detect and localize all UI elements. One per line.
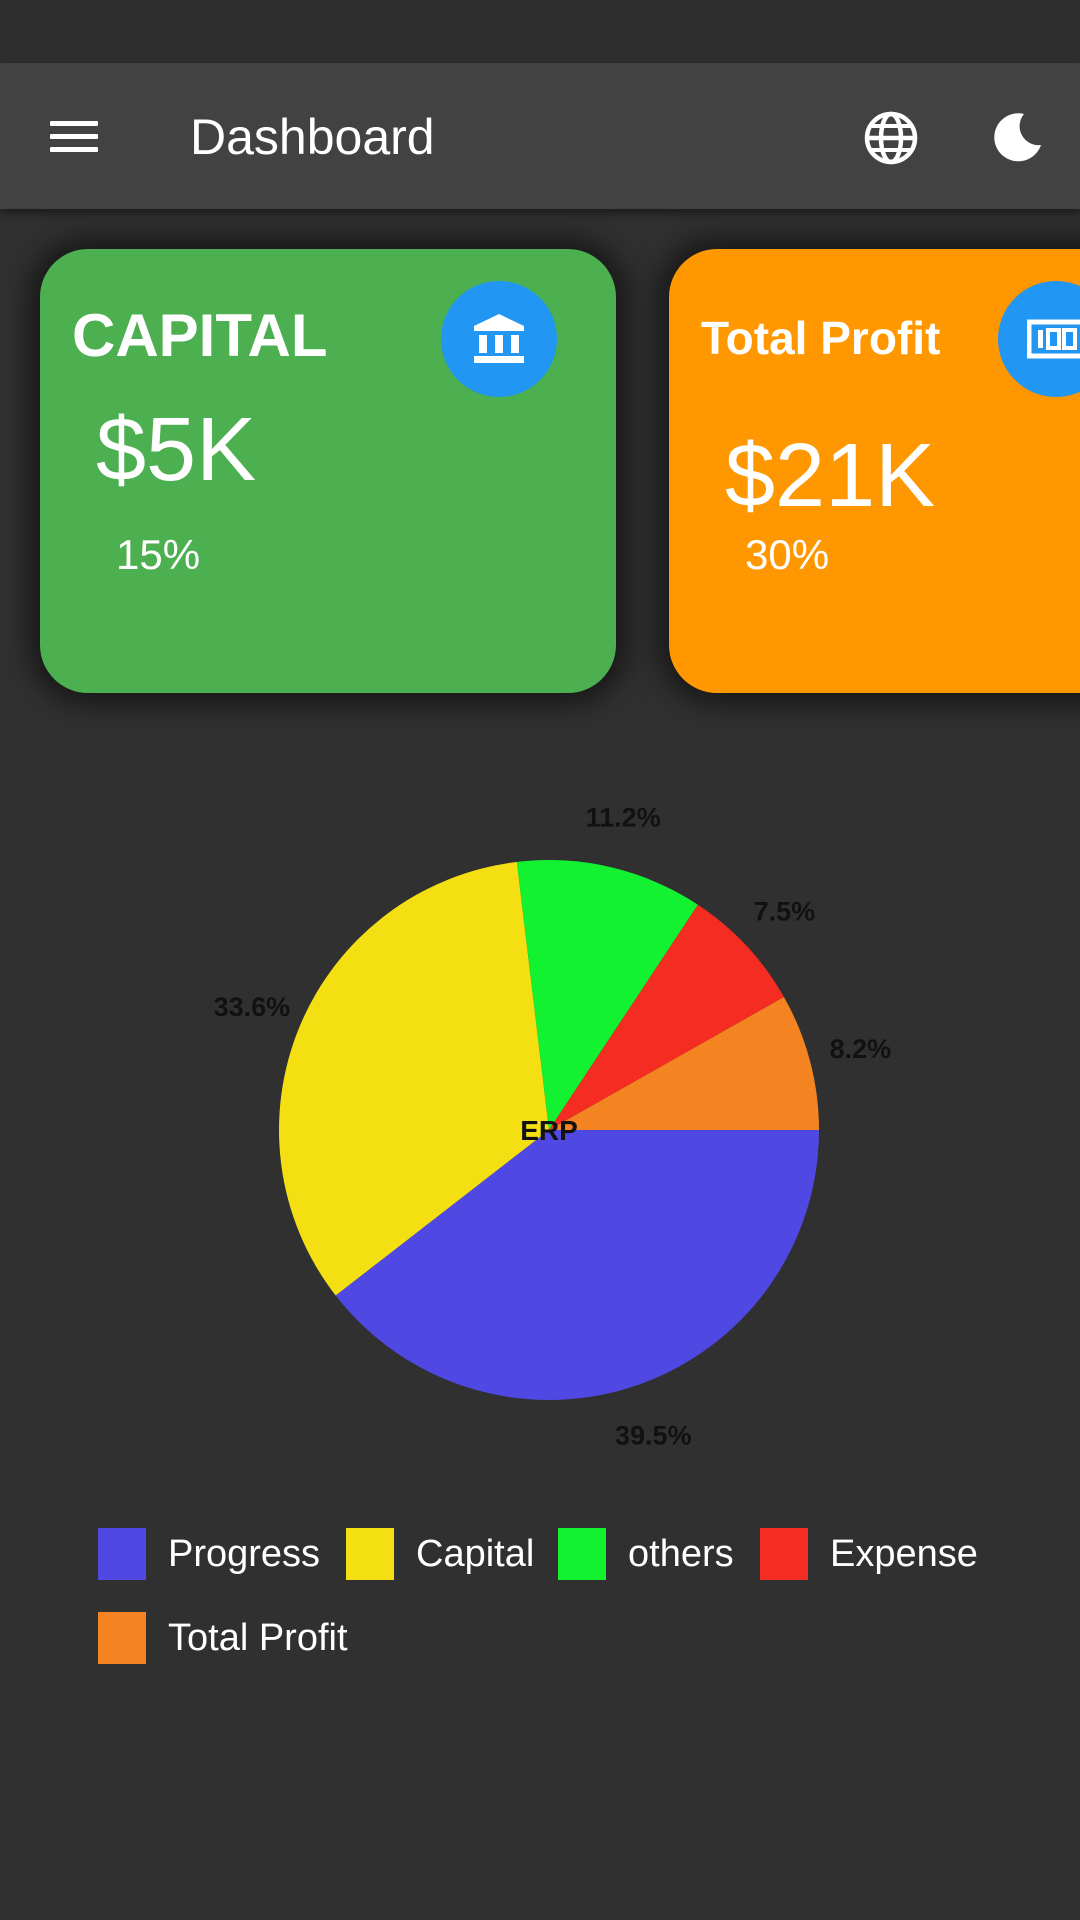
legend-swatch bbox=[346, 1528, 394, 1580]
app-bar: Dashboard bbox=[0, 63, 1080, 209]
card-percent: 15% bbox=[116, 531, 201, 578]
legend-label: Total Profit bbox=[168, 1617, 348, 1659]
pie-slice-others[interactable] bbox=[516, 860, 698, 1130]
total-profit-card[interactable]: Total Profit $21K 30% bbox=[669, 249, 1080, 693]
pie-data-label: 33.6% bbox=[214, 992, 291, 1022]
legend-label: others bbox=[628, 1533, 734, 1575]
legend-label: Capital bbox=[416, 1533, 535, 1575]
pie-center-label: ERP bbox=[520, 1115, 578, 1146]
legend-swatch bbox=[760, 1528, 808, 1580]
status-bar bbox=[0, 0, 1080, 63]
hamburger-menu-icon[interactable] bbox=[38, 103, 108, 169]
globe-icon[interactable] bbox=[858, 105, 924, 171]
legend-swatch bbox=[98, 1612, 146, 1664]
card-title: Total Profit bbox=[701, 312, 941, 364]
pie-data-label: 11.2% bbox=[586, 803, 661, 833]
counter-icon bbox=[998, 281, 1080, 397]
card-percent: 30% bbox=[745, 531, 830, 578]
pie-slice-capital[interactable] bbox=[278, 861, 549, 1296]
pie-data-label: 8.2% bbox=[830, 1034, 892, 1064]
pie-data-label: 7.5% bbox=[754, 896, 816, 926]
card-value: $21K bbox=[725, 426, 936, 526]
moon-icon[interactable] bbox=[984, 105, 1050, 171]
legend-swatch bbox=[98, 1528, 146, 1580]
capital-card[interactable]: CAPITAL $5K 15% bbox=[40, 249, 616, 693]
card-title: CAPITAL bbox=[72, 302, 328, 369]
legend-swatch bbox=[558, 1528, 606, 1580]
pie-slice-expense[interactable] bbox=[549, 904, 784, 1130]
pie-chart: 39.5% 33.6% 11.2% 7.5% 8.2% ERP bbox=[0, 760, 1080, 1480]
pie-data-label: 39.5% bbox=[615, 1421, 692, 1451]
pie-slice-total-profit[interactable] bbox=[549, 996, 819, 1130]
card-value: $5K bbox=[96, 400, 257, 500]
legend-label: Progress bbox=[168, 1533, 321, 1575]
summary-cards: CAPITAL $5K 15% Total Profit bbox=[0, 209, 1080, 749]
pie-slice-progress[interactable] bbox=[335, 1130, 819, 1400]
page-title: Dashboard bbox=[190, 109, 435, 165]
legend-label: Expense bbox=[830, 1533, 978, 1575]
bank-icon bbox=[441, 281, 557, 397]
